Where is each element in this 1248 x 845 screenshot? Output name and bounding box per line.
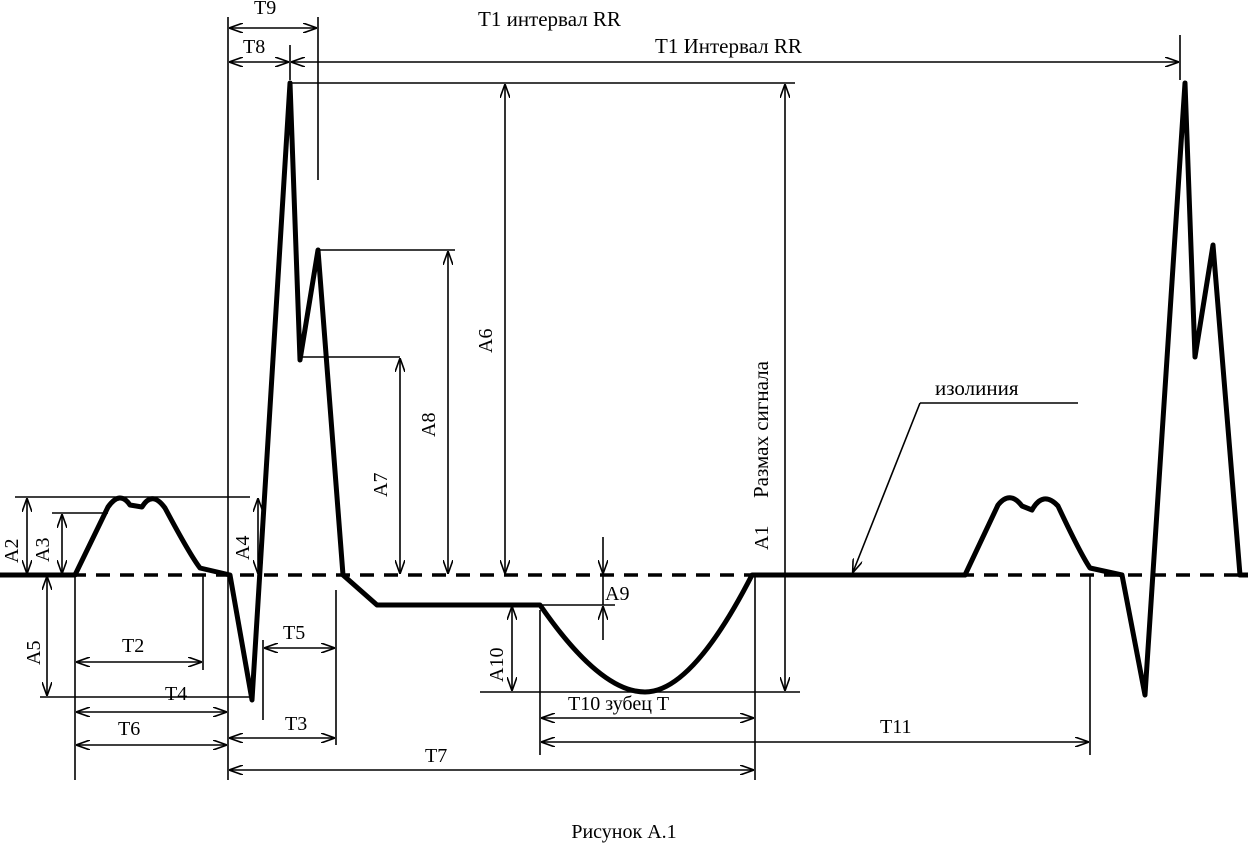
- t2-label: Т2: [122, 635, 144, 657]
- rr-interval-label: Т1 Интервал RR: [655, 34, 802, 58]
- t5-label: Т5: [283, 622, 305, 644]
- a5-label: А5: [23, 641, 45, 665]
- figure-caption: Рисунок А.1: [571, 821, 676, 843]
- a1-label: А1: [751, 526, 773, 550]
- t11-label: Т11: [880, 716, 911, 738]
- t4-label: Т4: [165, 683, 187, 705]
- a9-label: А9: [605, 583, 629, 605]
- ecg-waveform: [0, 80, 1248, 703]
- rr-top-label: Т1 интервал RR: [478, 7, 621, 31]
- a8-label: А8: [418, 413, 440, 437]
- signal-range-label: Размах сигнала: [749, 360, 773, 498]
- t6-label: Т6: [118, 718, 140, 740]
- t8-label: Т8: [243, 36, 265, 58]
- t10-label: Т10 зубец Т: [568, 693, 669, 715]
- isoline-label: изолиния: [935, 376, 1019, 400]
- isoline-leader: [853, 402, 921, 572]
- a10-label: А10: [486, 648, 508, 682]
- t7-label: Т7: [425, 745, 447, 767]
- a7-label: А7: [370, 473, 392, 497]
- a4-label: А4: [232, 536, 254, 560]
- t9-label: Т9: [254, 0, 276, 19]
- a3-label: А3: [32, 538, 54, 562]
- a6-label: А6: [475, 329, 497, 353]
- t3-label: Т3: [285, 713, 307, 735]
- a2-label: А2: [1, 539, 23, 563]
